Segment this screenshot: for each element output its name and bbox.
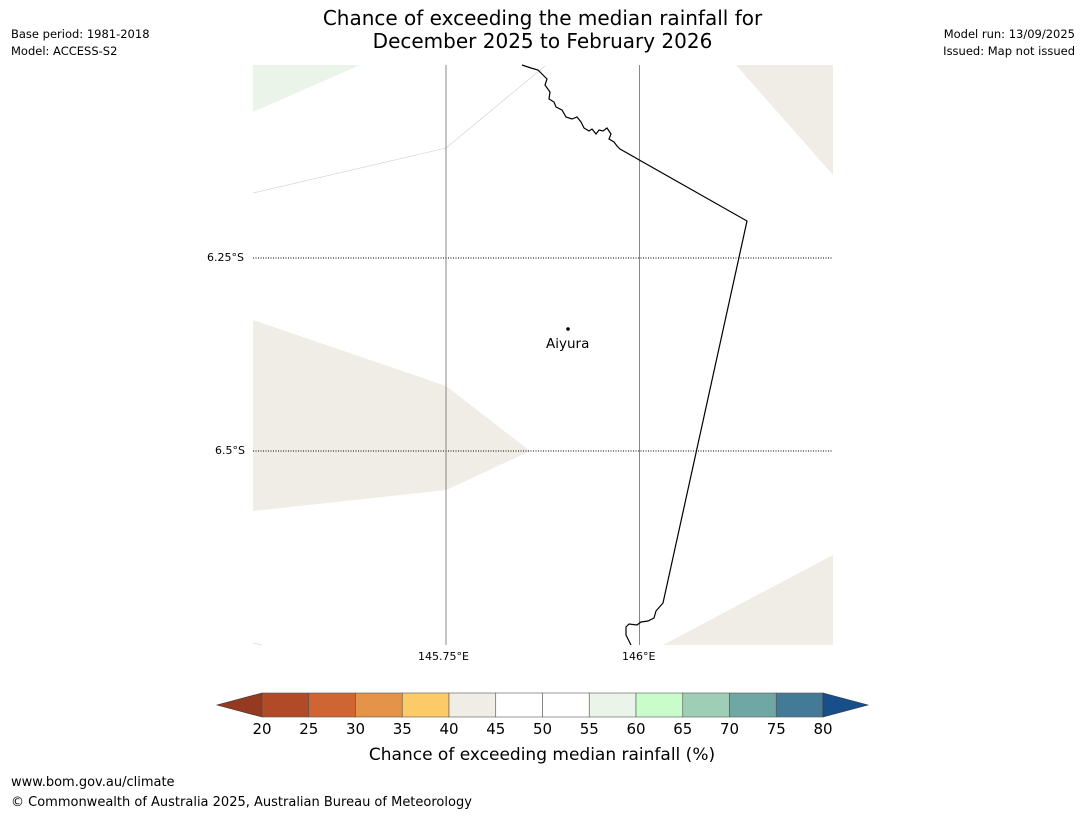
map-title-line2: December 2025 to February 2026 xyxy=(372,29,713,53)
colorbar-segment xyxy=(682,692,730,718)
model-run-text: Model run: 13/09/2025 xyxy=(943,27,1075,41)
meta-left: Base period: 1981-2018 Model: ACCESS-S2 xyxy=(11,26,150,60)
colorbar-segment xyxy=(401,692,450,718)
colorbar-tick-label: 45 xyxy=(486,720,506,738)
region-beige-top-right xyxy=(736,65,833,175)
colorbar-segment xyxy=(729,692,777,718)
colorbar-segment xyxy=(775,692,824,718)
colorbar-tick-label: 25 xyxy=(299,720,319,738)
contour-line-bottom-left xyxy=(252,642,263,646)
colorbar-tick-label: 55 xyxy=(579,720,599,738)
colorbar-tick-label: 70 xyxy=(719,720,740,738)
colorbar-tick-label: 60 xyxy=(626,720,646,738)
map-title-line1: Chance of exceeding the median rainfall … xyxy=(322,6,763,30)
province-boundary xyxy=(521,64,748,646)
colorbar-segment xyxy=(588,692,637,718)
colorbar-segment xyxy=(448,692,497,718)
colorbar-segment xyxy=(308,692,356,718)
region-green-top-left xyxy=(253,65,360,112)
aiyura-marker xyxy=(566,327,570,331)
footer-copyright: © Commonwealth of Australia 2025, Austra… xyxy=(11,795,472,810)
map-title: Chance of exceeding the median rainfall … xyxy=(0,7,1085,53)
lon-label-145-75: 145.75°E xyxy=(418,650,469,663)
footer-url[interactable]: www.bom.gov.au/climate xyxy=(11,775,175,790)
colorbar-segment xyxy=(495,692,543,718)
colorbar-tick-label: 75 xyxy=(766,720,786,738)
region-beige-bottom-right xyxy=(663,555,833,645)
lon-label-146: 146°E xyxy=(622,650,656,663)
colorbar-segment xyxy=(261,692,310,718)
colorbar-tick-label: 35 xyxy=(392,720,412,738)
place-label-aiyura: Aiyura xyxy=(546,336,590,352)
colorbar-tick-label: 65 xyxy=(673,720,693,738)
colorbar-segment xyxy=(635,692,684,718)
issued-text: Issued: Map not issued xyxy=(943,44,1075,58)
region-beige-left xyxy=(253,320,530,511)
base-period-text: Base period: 1981-2018 xyxy=(11,27,150,41)
colorbar-tick-label: 20 xyxy=(252,720,272,738)
colorbar-segment xyxy=(542,692,590,718)
colorbar-tick-label: 40 xyxy=(439,720,459,738)
colorbar-tick-label: 30 xyxy=(345,720,366,738)
colorbar-tick-label: 80 xyxy=(813,720,833,738)
colorbar-under-arrow xyxy=(215,692,263,718)
colorbar-label: Chance of exceeding median rainfall (%) xyxy=(368,745,716,765)
colorbar-tick-label: 50 xyxy=(532,720,553,738)
colorbar-segment xyxy=(355,692,403,718)
lat-label-6-25: 6.25°S xyxy=(207,251,244,264)
meta-right: Model run: 13/09/2025 Issued: Map not is… xyxy=(943,26,1075,60)
lat-label-6-5: 6.5°S xyxy=(215,444,245,457)
colorbar-over-arrow xyxy=(822,692,870,718)
model-text: Model: ACCESS-S2 xyxy=(11,44,118,58)
